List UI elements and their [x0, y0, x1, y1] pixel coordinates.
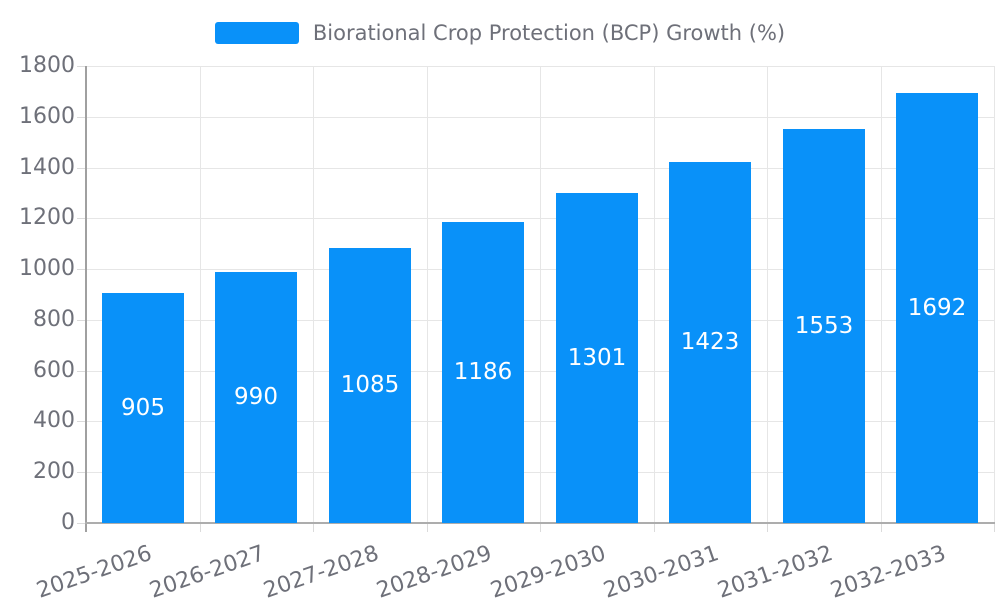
x-axis-label: 2026-2027	[146, 541, 269, 600]
y-axis-label: 1200	[19, 205, 75, 230]
gridline-vertical	[540, 66, 541, 523]
bar-value-label: 1553	[794, 313, 854, 339]
gridline-vertical	[994, 66, 995, 523]
x-axis-tick	[540, 524, 541, 532]
y-axis-tick	[77, 117, 86, 118]
x-axis-tick	[767, 524, 768, 532]
gridline-vertical	[200, 66, 201, 523]
gridline-vertical	[313, 66, 314, 523]
x-axis-tick	[881, 524, 882, 532]
x-axis-label: 2030-2031	[600, 541, 723, 600]
legend-label: Biorational Crop Protection (BCP) Growth…	[312, 21, 786, 45]
bar-value-label: 1692	[907, 295, 967, 321]
y-axis-label: 200	[33, 459, 75, 484]
bar[interactable]	[215, 272, 297, 523]
y-axis-label: 400	[33, 408, 75, 433]
x-axis-tick	[200, 524, 201, 532]
bar[interactable]	[669, 162, 751, 523]
y-axis-label: 1400	[19, 155, 75, 180]
x-axis-tick	[313, 524, 314, 532]
y-axis-label: 1600	[19, 104, 75, 129]
x-axis-label: 2028-2029	[373, 541, 496, 600]
y-axis-tick	[77, 421, 86, 422]
bar[interactable]	[896, 93, 978, 523]
x-axis-line	[85, 522, 995, 524]
x-axis-tick	[427, 524, 428, 532]
gridline-vertical	[881, 66, 882, 523]
y-axis-label: 1800	[19, 53, 75, 78]
gridline-vertical	[427, 66, 428, 523]
x-axis-label: 2027-2028	[260, 541, 383, 600]
legend[interactable]: Biorational Crop Protection (BCP) Growth…	[0, 19, 1000, 47]
bar-value-label: 905	[121, 395, 165, 421]
y-axis-tick	[77, 472, 86, 473]
y-axis-tick	[77, 523, 86, 524]
legend-swatch	[214, 22, 299, 44]
y-axis-label: 0	[61, 510, 75, 535]
y-axis-label: 1000	[19, 256, 75, 281]
bar-value-label: 1186	[453, 359, 513, 385]
bar[interactable]	[442, 222, 524, 523]
x-axis-label: 2031-2032	[714, 541, 837, 600]
y-axis-label: 800	[33, 307, 75, 332]
y-axis-tick	[77, 168, 86, 169]
x-axis-tick	[654, 524, 655, 532]
y-axis-tick	[77, 320, 86, 321]
bar[interactable]	[102, 293, 184, 523]
bar-value-label: 1423	[680, 329, 740, 355]
y-axis-tick	[77, 66, 86, 67]
bar-value-label: 1085	[340, 372, 400, 398]
bar[interactable]	[783, 129, 865, 523]
gridline-vertical	[654, 66, 655, 523]
x-axis-tick	[994, 524, 995, 532]
y-axis-tick	[77, 269, 86, 270]
bar-value-label: 1301	[567, 345, 627, 371]
x-axis-label: 2025-2026	[33, 541, 156, 600]
y-axis-label: 600	[33, 358, 75, 383]
bar-value-label: 990	[234, 384, 278, 410]
y-axis-tick	[77, 218, 86, 219]
gridline-vertical	[767, 66, 768, 523]
x-axis-label: 2032-2033	[827, 541, 950, 600]
y-axis-line	[85, 66, 87, 532]
x-axis-label: 2029-2030	[487, 541, 610, 600]
y-axis-tick	[77, 371, 86, 372]
bar[interactable]	[329, 248, 411, 523]
bar[interactable]	[556, 193, 638, 523]
